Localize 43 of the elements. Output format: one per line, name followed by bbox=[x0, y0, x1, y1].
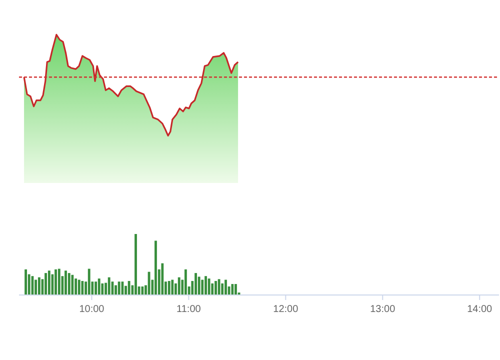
bar bbox=[68, 273, 70, 295]
bar bbox=[231, 284, 234, 295]
bar bbox=[198, 276, 200, 295]
bar bbox=[108, 277, 110, 295]
bar bbox=[134, 234, 137, 295]
x-tick-label: 12:00 bbox=[273, 304, 299, 315]
bar bbox=[128, 280, 130, 295]
x-tick-label: 10:00 bbox=[79, 304, 105, 315]
bar bbox=[168, 280, 170, 295]
bar bbox=[64, 270, 67, 295]
bar bbox=[141, 286, 144, 295]
bar bbox=[154, 240, 157, 295]
bar bbox=[208, 278, 210, 295]
x-tick-label: 11:00 bbox=[176, 304, 202, 315]
bar bbox=[38, 277, 40, 295]
bar bbox=[194, 273, 197, 295]
bar bbox=[234, 284, 237, 295]
bar bbox=[34, 280, 37, 295]
bar bbox=[204, 276, 207, 295]
bar bbox=[94, 282, 97, 295]
bar bbox=[224, 280, 227, 295]
bar bbox=[44, 273, 47, 295]
bar bbox=[161, 263, 164, 295]
bar bbox=[214, 280, 217, 295]
bar bbox=[118, 282, 120, 295]
bar bbox=[78, 280, 80, 295]
bar bbox=[88, 268, 90, 295]
bar bbox=[24, 269, 27, 295]
bar bbox=[54, 269, 57, 295]
bar bbox=[74, 278, 78, 295]
bar bbox=[81, 280, 84, 295]
bar bbox=[48, 270, 50, 295]
x-tick-label: 14:00 bbox=[467, 304, 493, 315]
bar bbox=[184, 269, 187, 295]
bar bbox=[178, 277, 180, 295]
bar bbox=[71, 274, 74, 295]
bar bbox=[98, 278, 100, 295]
bar bbox=[114, 285, 117, 295]
bar bbox=[221, 283, 224, 295]
bar bbox=[171, 280, 174, 295]
bar bbox=[201, 280, 204, 295]
bar bbox=[58, 268, 60, 295]
x-tick-label: 13:00 bbox=[370, 304, 396, 315]
